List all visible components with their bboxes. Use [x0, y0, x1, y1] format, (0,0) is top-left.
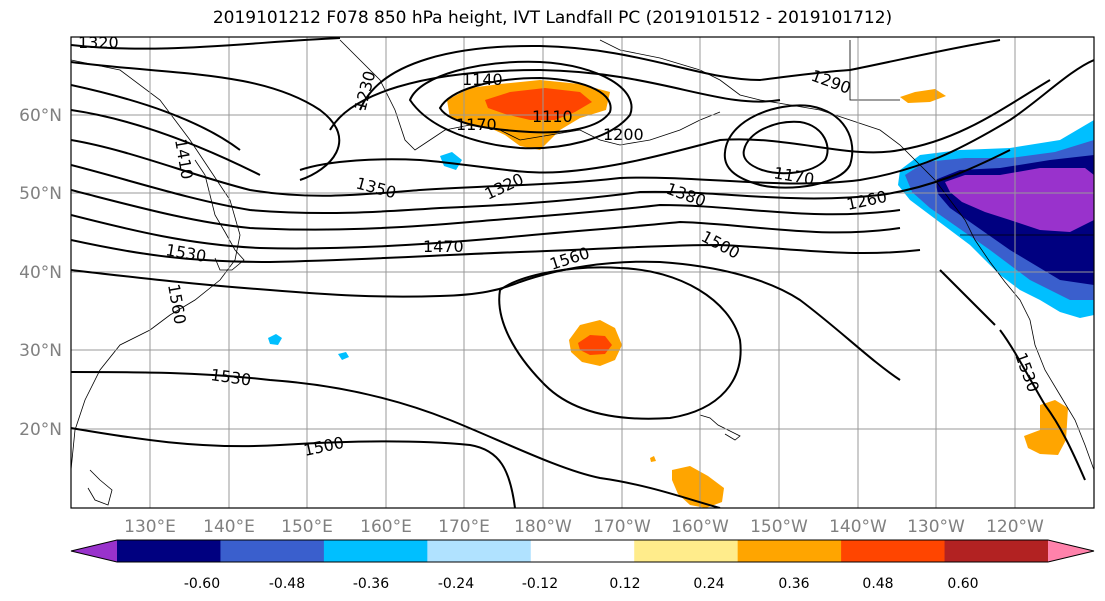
colorbar-segment [530, 540, 635, 562]
longitude-labels: 130°E 140°E 150°E 160°E 170°E 180°W 170°… [124, 517, 1044, 537]
colorbar-segment [634, 540, 739, 562]
canada-border [849, 40, 900, 101]
contour-label: 1140 [462, 70, 503, 89]
lon-tick-label: 150°W [750, 517, 808, 537]
map-title: 2019101212 F078 850 hPa height, IVT Land… [212, 8, 893, 28]
positive-anomaly-region [900, 89, 946, 103]
lon-tick-label: 130°W [907, 517, 965, 537]
latitude-labels: 60°N 50°N 40°N 30°N 20°N [19, 106, 62, 440]
colorbar-segment [841, 540, 946, 562]
negative-anomaly-region [338, 352, 349, 360]
colorbar-segment [323, 540, 428, 562]
colorbar-tick-label: 0.60 [947, 576, 978, 592]
lat-tick-label: 30°N [19, 341, 62, 361]
lon-tick-label: 170°E [438, 517, 490, 537]
lon-tick-label: 170°W [593, 517, 651, 537]
colorbar-segment [737, 540, 842, 562]
colorbar-tick-label: 0.36 [778, 576, 809, 592]
lon-tick-label: 130°E [124, 517, 176, 537]
map-frame [70, 36, 1095, 509]
lon-tick-label: 160°W [671, 517, 729, 537]
colorbar-tick-label: -0.48 [269, 576, 305, 592]
positive-anomaly-core [485, 88, 592, 120]
lat-tick-label: 60°N [19, 106, 62, 126]
negative-anomaly-region [440, 152, 462, 170]
colorbar [70, 539, 1095, 563]
lon-tick-label: 150°E [281, 517, 333, 537]
lon-tick-label: 140°E [203, 517, 255, 537]
positive-anomaly-region [650, 456, 656, 462]
positive-anomaly-region [1024, 400, 1068, 455]
contour-label: 1170 [456, 115, 497, 134]
hawaii-islands [699, 414, 741, 441]
lat-tick-label: 40°N [19, 263, 62, 283]
colorbar-tick-labels: -0.60 -0.48 -0.36 -0.24 -0.12 0.12 0.24 … [184, 576, 979, 592]
graticule [71, 37, 1094, 508]
lat-tick-label: 20°N [19, 420, 62, 440]
colorbar-tick-label: 0.48 [862, 576, 893, 592]
height-contours [71, 37, 1094, 508]
philippines-coastline [87, 469, 113, 506]
lat-tick-label: 50°N [19, 184, 62, 204]
colorbar-segment [71, 540, 117, 562]
colorbar-outline [70, 539, 1095, 563]
lon-tick-label: 120°W [986, 517, 1044, 537]
negative-anomaly-region [268, 334, 282, 345]
colorbar-tick-label: -0.24 [438, 576, 474, 592]
colorbar-segment [220, 540, 325, 562]
colorbar-segment [944, 540, 1049, 562]
contour-label: 1470 [423, 237, 464, 256]
lon-tick-label: 140°W [829, 517, 887, 537]
colorbar-tick-label: -0.60 [184, 576, 220, 592]
colorbar-segment [427, 540, 532, 562]
colorbar-tick-label: 0.24 [693, 576, 724, 592]
japan-coastline [194, 159, 245, 271]
colorbar-tick-label: -0.12 [522, 576, 558, 592]
lon-tick-label: 180°W [514, 517, 572, 537]
colorbar-tick-label: -0.36 [353, 576, 389, 592]
colorbar-tick-label: 0.12 [609, 576, 640, 592]
contour-label: 1200 [603, 125, 644, 144]
colorbar-segment [117, 540, 221, 562]
contour-label: 1110 [532, 107, 573, 126]
north-america-coastline [599, 39, 1094, 471]
colorbar-segment [1048, 540, 1094, 562]
shading-layer [268, 80, 1094, 508]
negative-anomaly-core [945, 168, 1094, 232]
asia-coastline [71, 59, 241, 471]
contour-label: 1320 [78, 33, 119, 52]
lon-tick-label: 160°E [360, 517, 412, 537]
